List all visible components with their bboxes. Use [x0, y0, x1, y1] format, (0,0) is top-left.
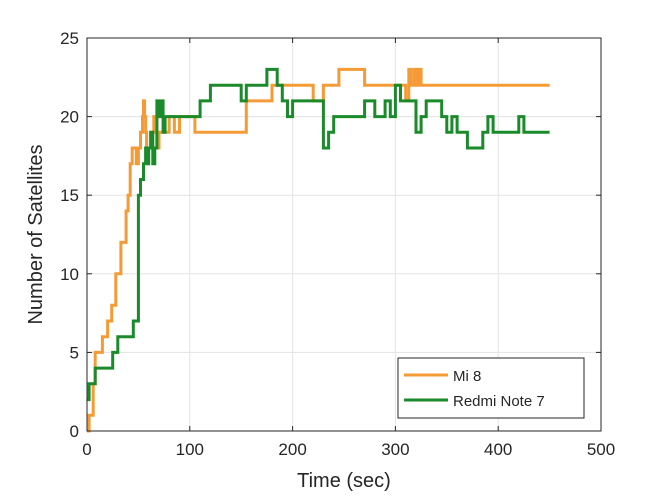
legend: Mi 8 Redmi Note 7	[397, 357, 585, 419]
plot-frame	[86, 37, 602, 432]
y-tick-label: 25	[60, 29, 79, 48]
legend-box	[397, 357, 585, 419]
x-tick-label: 400	[484, 440, 512, 459]
y-tick-label: 15	[60, 186, 79, 205]
series-line-redmi-note-7	[87, 67, 550, 402]
series-group	[87, 67, 550, 433]
ticks: 0 100 200 300 400 500 0 5 10 15 20 25	[60, 29, 615, 459]
x-tick-label: 200	[278, 440, 306, 459]
y-axis-label: Number of Satellites	[25, 144, 47, 324]
x-tick-label: 300	[381, 440, 409, 459]
y-tick-label: 10	[60, 265, 79, 284]
y-tick-label: 20	[60, 108, 79, 127]
y-tick-label: 5	[70, 343, 79, 362]
legend-label-redmi-note-7: Redmi Note 7	[453, 393, 545, 410]
x-tick-label: 500	[587, 440, 615, 459]
y-tick-label: 0	[70, 422, 79, 441]
x-tick-label: 0	[82, 440, 91, 459]
legend-label-mi-8: Mi 8	[453, 368, 481, 385]
x-axis-label: Time (sec)	[297, 470, 391, 492]
x-tick-label: 100	[176, 440, 204, 459]
